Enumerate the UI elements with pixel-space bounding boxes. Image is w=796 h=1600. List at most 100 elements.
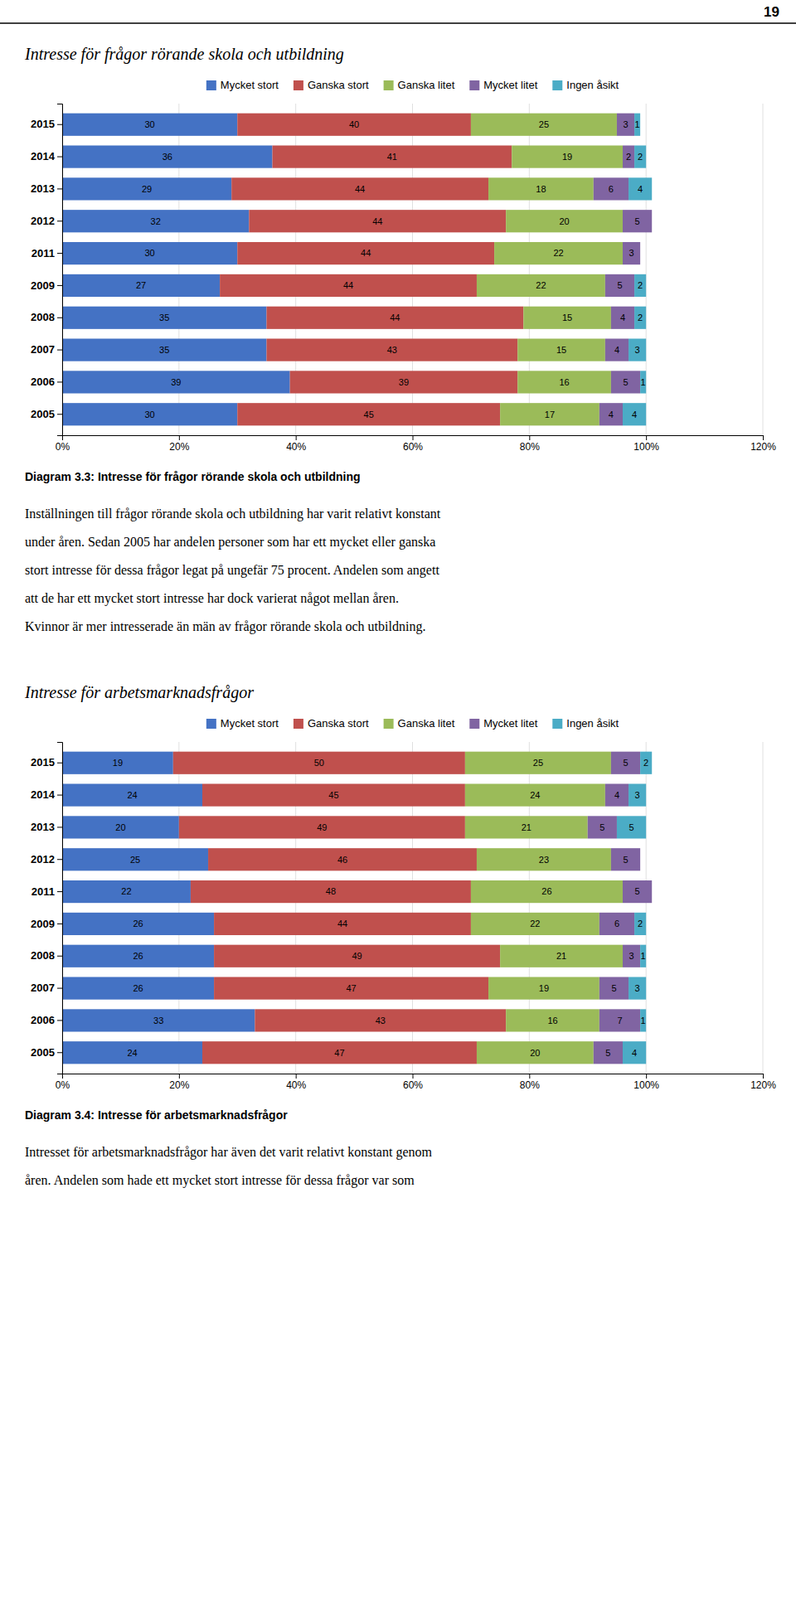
bar (611, 752, 641, 775)
bar (640, 752, 652, 775)
data-label: 25 (533, 757, 544, 768)
tick: 2011 (31, 885, 63, 898)
bar (62, 113, 238, 136)
axis-line (57, 104, 64, 437)
bar (237, 242, 495, 265)
tick: 40% (286, 1073, 306, 1092)
bar (511, 145, 623, 168)
bar (651, 209, 653, 233)
bar (272, 145, 513, 168)
bar (62, 145, 273, 168)
bar (179, 815, 466, 839)
paragraph-line: Inställningen till frågor rörande skola … (24, 506, 442, 522)
axis-line (57, 742, 64, 1075)
data-label: 5 (622, 854, 628, 865)
legend-swatch (383, 80, 394, 91)
tick-label: 2006 (30, 375, 55, 389)
bar (517, 338, 606, 361)
tick-label: 2015 (30, 756, 55, 769)
tick: 60% (402, 1073, 423, 1092)
tick-mark (296, 435, 297, 441)
legend-label: Ingen åsikt (566, 78, 619, 92)
bar (62, 370, 291, 394)
legend-label: Ganska litet (398, 78, 456, 92)
bar (622, 145, 635, 168)
data-label: 39 (398, 377, 409, 388)
data-label: 4 (620, 312, 626, 323)
chart: Intresse för frågor rörande skola och ut… (24, 44, 777, 635)
tick-mark (296, 1073, 297, 1079)
data-label: 20 (115, 822, 126, 833)
x-axis: 0%20%40%60%80%100%120% (55, 1073, 777, 1092)
tick-label: 20% (169, 1079, 190, 1092)
data-label: 22 (553, 247, 564, 258)
legend-label: Mycket stort (220, 717, 279, 730)
bar (599, 976, 629, 1000)
tick-mark (57, 988, 63, 990)
bar (62, 209, 249, 233)
legend-swatch (293, 80, 304, 91)
bar (213, 976, 489, 1000)
tick-mark (57, 859, 63, 860)
tick: 2012 (30, 214, 63, 228)
bar (599, 402, 623, 426)
tick-mark (762, 1073, 764, 1079)
data-label: 44 (337, 918, 348, 929)
top-rule (0, 22, 796, 25)
bar (634, 912, 646, 936)
chart-title: Intresse för arbetsmarknadsfrågor (24, 683, 254, 703)
data-label: 41 (387, 151, 398, 162)
caption: Diagram 3.4: Intresse för arbetsmarknads… (24, 1108, 288, 1122)
bar (266, 338, 518, 361)
tick-mark (179, 435, 180, 441)
tick-mark (57, 349, 63, 351)
tick-label: 2006 (30, 1014, 55, 1027)
bar (62, 783, 203, 806)
data-label: 2 (637, 151, 643, 162)
data-labels: 1924202522262626332450454946484449474347… (112, 757, 649, 1059)
tick-label: 2007 (30, 981, 55, 995)
data-label: 44 (343, 280, 354, 291)
tick: 2013 (30, 820, 63, 834)
tick-label: 120% (750, 1079, 777, 1092)
data-label: 18 (535, 184, 546, 195)
bar (628, 976, 646, 1000)
data-label: 4 (631, 409, 637, 420)
data-label: 25 (130, 854, 141, 865)
bar (640, 242, 641, 265)
tick-label: 2007 (30, 343, 55, 356)
tick-mark (179, 1073, 180, 1079)
bar (62, 177, 232, 200)
tick: 40% (286, 435, 306, 453)
data-label: 5 (629, 822, 635, 833)
tick-label: 40% (286, 1079, 306, 1092)
tick-label: 0% (55, 441, 71, 453)
bar (499, 945, 623, 968)
tick-mark (57, 252, 63, 254)
page-number: 19 (763, 4, 780, 20)
data-label: 3 (635, 790, 641, 801)
legend-item: Ingen åsikt (552, 717, 619, 730)
tick: 100% (633, 435, 660, 453)
bar (494, 242, 623, 265)
bar (254, 1009, 506, 1032)
legend-item: Ganska stort (293, 717, 369, 730)
axis-line (63, 436, 764, 442)
legend-swatch (469, 80, 480, 91)
bar (628, 338, 646, 361)
data-label: 50 (314, 757, 325, 768)
page: 19 Intresse för frågor rörande skola och … (0, 0, 796, 1600)
tick: 120% (750, 1073, 777, 1092)
data-label: 26 (132, 918, 143, 929)
bar (622, 242, 641, 265)
bar (611, 848, 641, 871)
bar (634, 113, 641, 136)
tick: 60% (402, 435, 423, 453)
data-label: 5 (605, 1048, 611, 1059)
data-label: 3 (629, 951, 635, 962)
bar (248, 209, 506, 233)
paragraph-line: Kvinnor är mer intresserade än män av fr… (24, 619, 426, 635)
tick: 2007 (30, 343, 63, 356)
tick: 2008 (30, 310, 63, 324)
bar (640, 945, 646, 968)
